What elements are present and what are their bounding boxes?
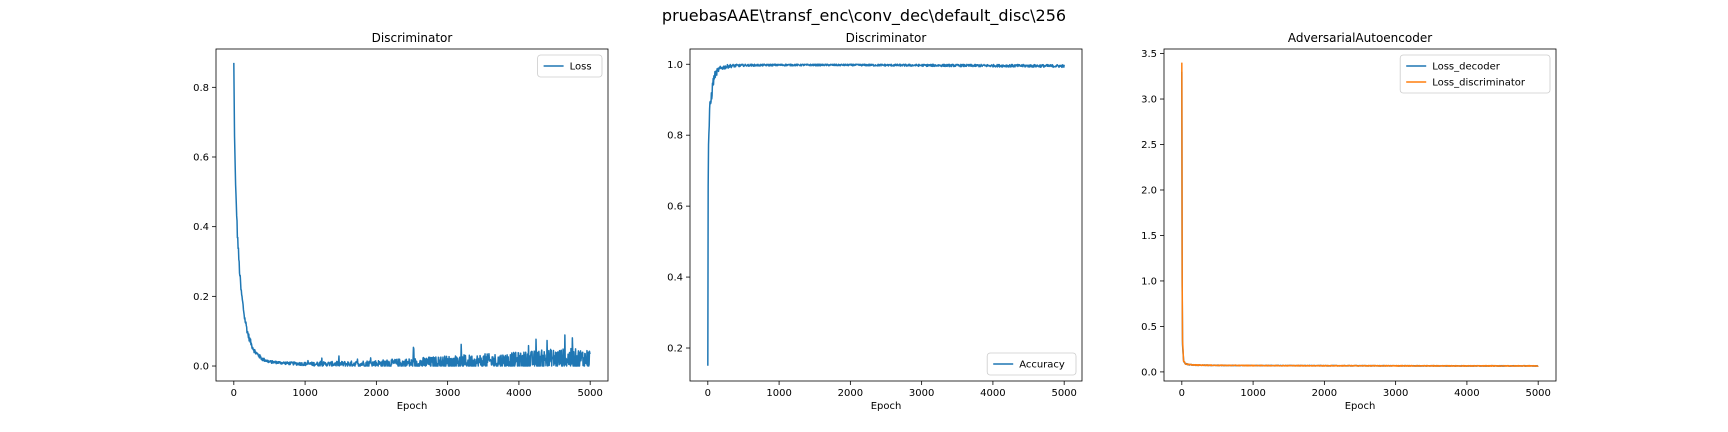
plot-area	[707, 63, 1065, 366]
legend: Loss	[537, 54, 603, 78]
legend-box	[986, 352, 1077, 376]
x-tick-label: 1000	[292, 388, 317, 399]
x-axis-label: Epoch	[1345, 401, 1376, 412]
y-tick-label: 0.4	[193, 222, 209, 233]
y-tick-label: 0.0	[193, 362, 209, 373]
y-tick-label: 0.5	[1141, 322, 1157, 333]
axes-frame	[1163, 48, 1557, 382]
x-tick-label: 4000	[506, 388, 531, 399]
x-axis-label: Epoch	[397, 401, 428, 412]
y-tick-label: 0.8	[193, 83, 209, 94]
y-tick-label: 1.0	[667, 60, 683, 71]
x-tick-label: 4000	[980, 388, 1005, 399]
x-axis-label: Epoch	[871, 401, 902, 412]
chart-panel-3: 0 1000 2000 3000 4000 5000 0.0 0.5 1.0 1.5 2.0 2.5 3…	[1141, 31, 1557, 412]
x-tick-label: 1000	[766, 388, 791, 399]
y-tick-label: 0.6	[667, 202, 683, 213]
y-tick-label: 0.2	[667, 344, 683, 355]
legend-box	[1399, 54, 1551, 94]
axes-frame	[689, 48, 1083, 382]
x-tick-label: 2000	[364, 388, 389, 399]
x-tick-label: 2000	[1312, 388, 1337, 399]
plot-area	[233, 62, 591, 367]
x-tick-label: 0	[1179, 388, 1185, 399]
y-tick-label: 3.0	[1141, 95, 1157, 106]
chart-title: Discriminator	[846, 31, 927, 45]
legend-box	[537, 54, 603, 78]
legend-label: Loss	[570, 62, 592, 73]
x-tick-label: 2000	[838, 388, 863, 399]
chart-panel-2: 0 1000 2000 3000 4000 5000 0.2 0.4 0.6 0.8 1.0 Disc…	[667, 31, 1083, 412]
y-tick-label: 1.0	[1141, 276, 1157, 287]
y-tick-label: 2.5	[1141, 140, 1157, 151]
x-tick-label: 0	[231, 388, 237, 399]
axes-frame	[215, 48, 609, 382]
legend-label: Loss_decoder	[1432, 62, 1501, 73]
x-tick-label: 4000	[1454, 388, 1479, 399]
chart-title: AdversarialAutoencoder	[1288, 31, 1432, 45]
x-tick-label: 5000	[1525, 388, 1550, 399]
series-line-loss	[233, 62, 591, 367]
y-tick-label: 0.8	[667, 131, 683, 142]
legend: Accuracy	[986, 352, 1077, 376]
legend-label: Loss_discriminator	[1432, 78, 1526, 89]
y-tick-label: 2.0	[1141, 185, 1157, 196]
x-tick-label: 3000	[1383, 388, 1408, 399]
y-tick-label: 0.6	[193, 152, 209, 163]
y-tick-label: 0.0	[1141, 367, 1157, 378]
legend: Loss_decoder Loss_discriminator	[1399, 54, 1551, 94]
y-tick-label: 0.2	[193, 292, 209, 303]
legend-label: Accuracy	[1019, 360, 1065, 371]
x-tick-label: 5000	[577, 388, 602, 399]
x-tick-label: 3000	[909, 388, 934, 399]
x-tick-label: 1000	[1240, 388, 1265, 399]
series-line-accuracy	[707, 63, 1065, 366]
series-line-loss-discriminator	[1181, 62, 1539, 367]
figure-suptitle: pruebasAAE\transf_enc\conv_dec\default_d…	[662, 6, 1066, 26]
chart-title: Discriminator	[372, 31, 453, 45]
plot-area	[1181, 62, 1539, 367]
x-tick-label: 5000	[1051, 388, 1076, 399]
chart-panel-1: 0 1000 2000 3000 4000 5000 0.0 0.2 0.4 0.6 0.8 Disc…	[193, 31, 609, 412]
x-tick-label: 0	[705, 388, 711, 399]
y-tick-label: 1.5	[1141, 231, 1157, 242]
x-tick-label: 3000	[435, 388, 460, 399]
y-tick-label: 3.5	[1141, 49, 1157, 60]
y-tick-label: 0.4	[667, 273, 683, 284]
